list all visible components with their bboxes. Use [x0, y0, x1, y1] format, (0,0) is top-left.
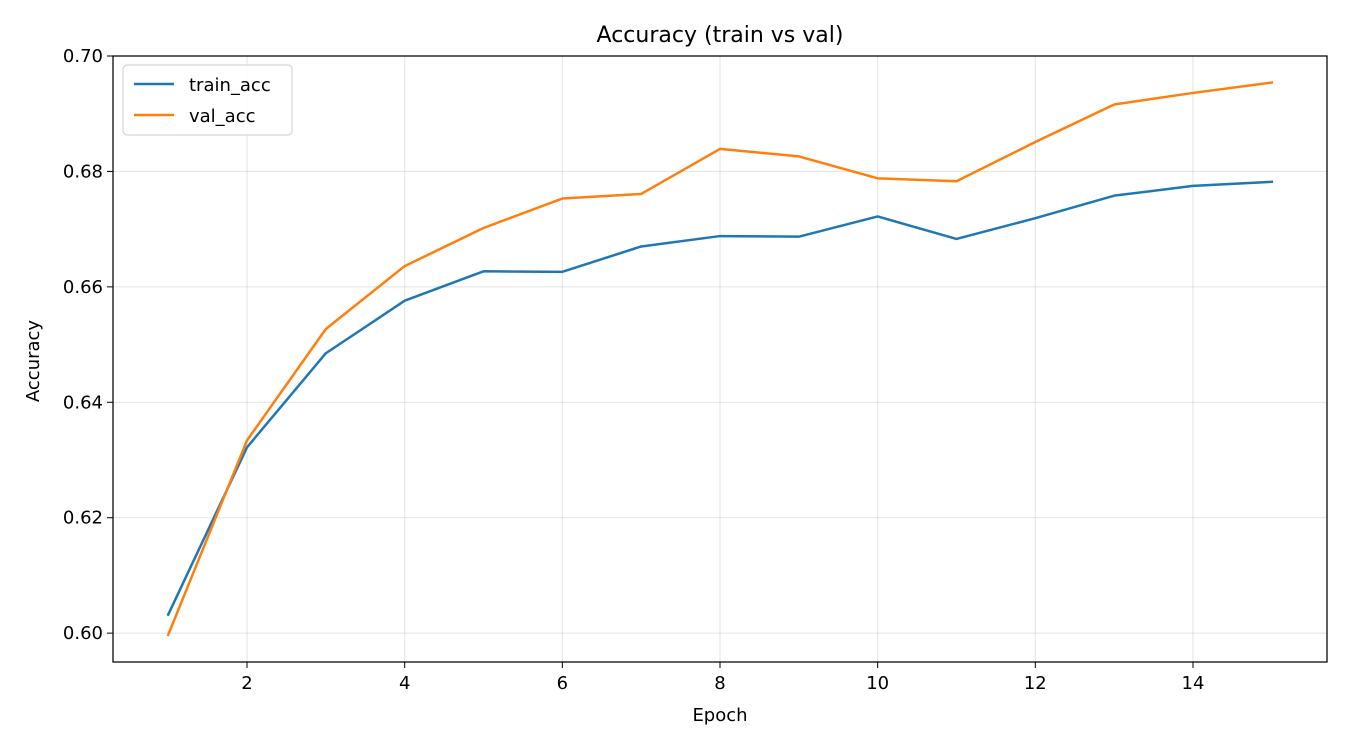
y-tick-label: 0.68	[63, 161, 103, 182]
x-axis-label: Epoch	[692, 705, 747, 726]
legend: train_acc val_acc	[122, 64, 293, 136]
legend-label-train-acc: train_acc	[189, 75, 271, 96]
x-tick-label: 14	[1182, 673, 1205, 694]
grid-layer	[113, 55, 1327, 662]
legend-box	[122, 64, 293, 136]
y-axis-label: Accuracy	[23, 320, 44, 403]
x-tick-label: 10	[866, 673, 889, 694]
y-tick-label: 0.70	[63, 46, 103, 67]
x-tick-label: 2	[241, 673, 252, 694]
y-tick-label: 0.62	[63, 508, 103, 529]
chart-title: Accuracy (train vs val)	[597, 23, 844, 48]
series-line-val-acc	[166, 81, 1274, 637]
x-tick-label: 12	[1024, 673, 1047, 694]
series-line-train-acc	[166, 180, 1274, 617]
tick-layer: 2 4 6 8 10 12 14 0.60 0.62 0.64 0.66 0.68 0.70	[63, 46, 1205, 694]
y-tick-label: 0.66	[63, 277, 103, 298]
y-tick-label: 0.64	[63, 392, 103, 413]
x-tick-label: 4	[399, 673, 410, 694]
series-layer	[166, 81, 1274, 637]
x-tick-label: 8	[714, 673, 725, 694]
x-tick-label: 6	[557, 673, 568, 694]
y-tick-label: 0.60	[63, 623, 103, 644]
legend-label-val-acc: val_acc	[189, 106, 256, 127]
